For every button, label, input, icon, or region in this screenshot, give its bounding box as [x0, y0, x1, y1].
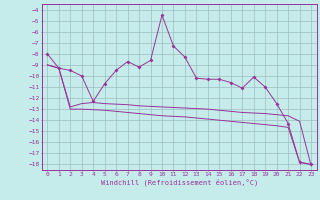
X-axis label: Windchill (Refroidissement éolien,°C): Windchill (Refroidissement éolien,°C): [100, 178, 258, 186]
